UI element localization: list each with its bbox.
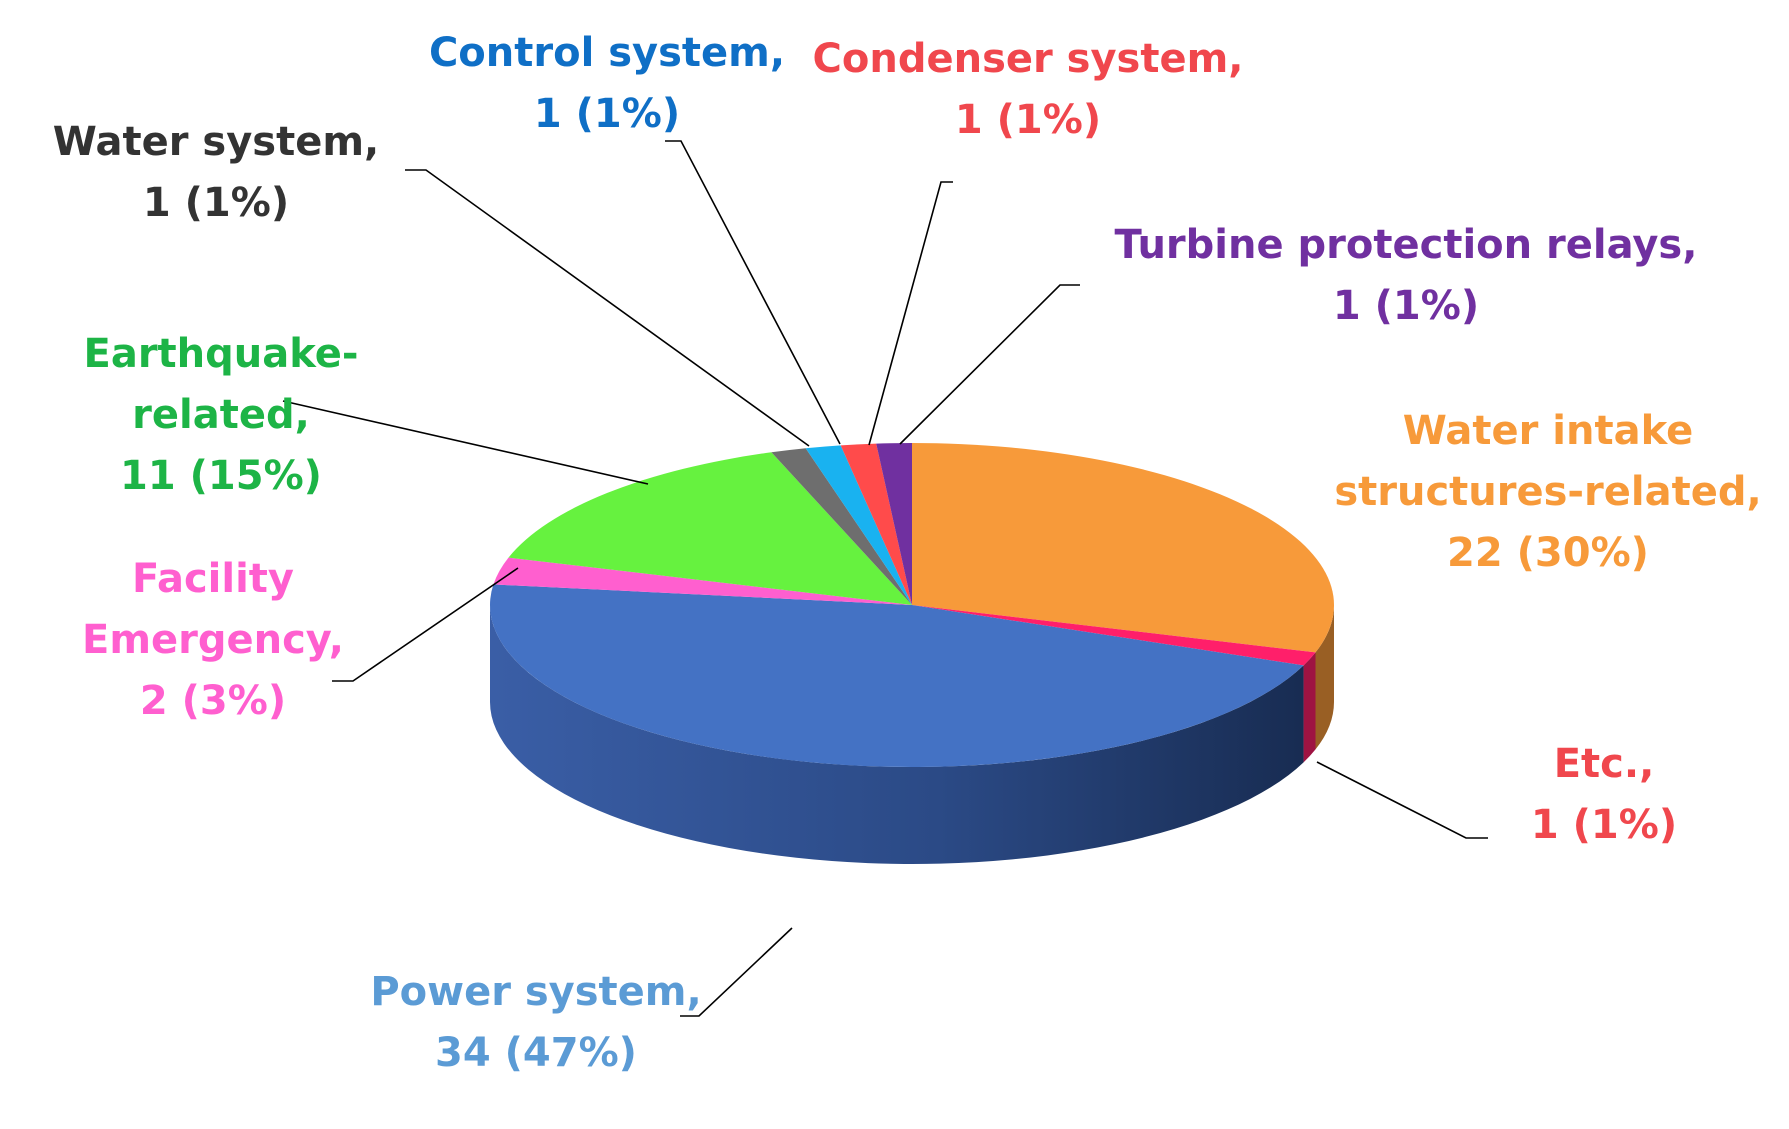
slice-power-system bbox=[489, 584, 1304, 768]
data-label-water-intake-structures-related: structures-related, bbox=[1334, 469, 1761, 515]
data-label-control-system: 1 (1%) bbox=[534, 91, 680, 137]
leader-line-power-system bbox=[680, 927, 793, 1017]
leader-line-water-system bbox=[405, 169, 810, 447]
data-label-etc: Etc., bbox=[1554, 741, 1655, 787]
leader-line-condenser-system bbox=[868, 181, 953, 446]
data-label-power-system: 34 (47%) bbox=[435, 1030, 637, 1076]
slice-facility-emergency bbox=[493, 557, 912, 605]
leader-line-control-system bbox=[665, 140, 841, 445]
side-etc bbox=[1303, 652, 1316, 763]
pie-side-wall bbox=[490, 605, 1334, 865]
data-label-earthquake-related: related, bbox=[132, 392, 310, 438]
leader-line-facility-emergency bbox=[332, 567, 519, 682]
leader-line-turbine-protection-relays bbox=[899, 284, 1080, 445]
data-label-condenser-system: 1 (1%) bbox=[955, 97, 1101, 143]
data-label-water-system: Water system, bbox=[53, 119, 379, 165]
data-label-condenser-system: Condenser system, bbox=[813, 36, 1244, 82]
slice-condenser-system bbox=[840, 443, 912, 605]
data-label-facility-emergency: 2 (3%) bbox=[140, 678, 286, 724]
slice-earthquake-related bbox=[508, 452, 912, 605]
leader-line-etc bbox=[1316, 761, 1488, 839]
data-label-earthquake-related: 11 (15%) bbox=[120, 453, 322, 499]
data-label-power-system: Power system, bbox=[370, 969, 701, 1015]
data-label-water-intake-structures-related: Water intake bbox=[1403, 408, 1694, 454]
pie-top bbox=[489, 443, 1334, 768]
data-label-etc: 1 (1%) bbox=[1531, 802, 1677, 848]
leader-lines bbox=[282, 140, 1488, 1017]
data-label-turbine-protection-relays: Turbine protection relays, bbox=[1115, 222, 1698, 268]
data-label-control-system: Control system, bbox=[429, 30, 785, 76]
data-labels: Water intake structures-related, 22 (30%) E… bbox=[53, 30, 1762, 1076]
slice-turbine-protection-relays bbox=[876, 443, 912, 605]
data-label-water-system: 1 (1%) bbox=[143, 180, 289, 226]
side-power-system bbox=[490, 605, 1304, 865]
slice-water-system bbox=[771, 448, 912, 605]
slice-water-intake-structures-related bbox=[912, 443, 1334, 653]
data-label-water-intake-structures-related: 22 (30%) bbox=[1447, 530, 1649, 576]
leader-line-earthquake-related bbox=[282, 400, 649, 485]
slice-etc bbox=[912, 605, 1316, 666]
data-label-facility-emergency: Facility bbox=[132, 556, 294, 602]
data-label-facility-emergency: Emergency, bbox=[82, 617, 344, 663]
slice-control-system bbox=[805, 445, 912, 605]
data-label-turbine-protection-relays: 1 (1%) bbox=[1333, 283, 1479, 329]
side-water-intake-structures-related bbox=[1315, 605, 1334, 750]
data-label-earthquake-related: Earthquake- bbox=[84, 331, 359, 377]
